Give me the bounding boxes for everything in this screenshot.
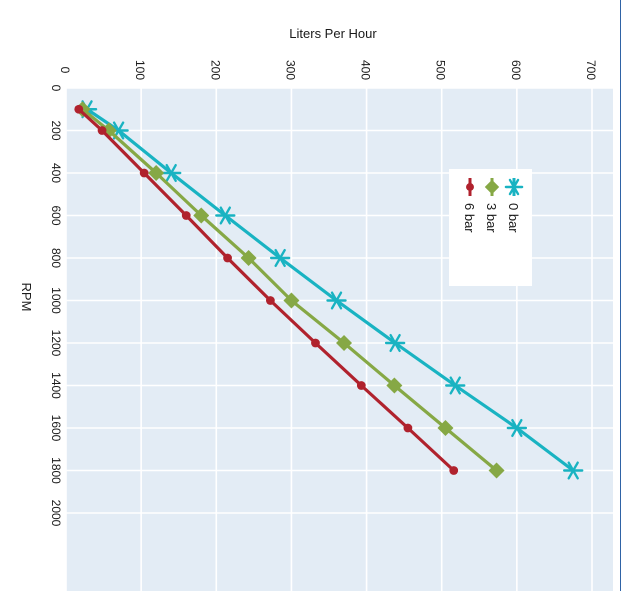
legend-entry: 0 bar <box>504 178 524 233</box>
data-point <box>139 168 149 178</box>
x-tick-label: 1800 <box>49 457 63 484</box>
y-tick-label: 100 <box>133 60 147 80</box>
legend-label: 6 bar <box>462 203 477 233</box>
y-axis-label: Liters Per Hour <box>289 26 377 41</box>
legend-marker <box>504 178 524 196</box>
x-tick-label: 1200 <box>49 330 63 357</box>
data-point <box>386 377 403 394</box>
data-point <box>563 461 584 480</box>
x-tick-label: 0 <box>49 85 63 92</box>
data-point <box>356 381 366 390</box>
series-group <box>74 100 584 480</box>
data-point <box>74 104 84 114</box>
x-tick-label: 1000 <box>49 287 63 314</box>
data-point <box>449 466 459 475</box>
data-point <box>181 211 191 220</box>
series-line <box>77 108 455 472</box>
y-tick-label: 300 <box>283 60 297 80</box>
data-point <box>97 126 107 135</box>
data-point <box>506 418 528 438</box>
data-point <box>326 291 347 310</box>
x-tick-label: 2000 <box>49 500 63 527</box>
data-point <box>384 333 406 353</box>
data-point <box>311 338 320 348</box>
data-point <box>148 165 165 181</box>
series-line <box>86 107 575 472</box>
legend-marker <box>466 183 474 191</box>
data-point <box>240 250 257 266</box>
y-tick-label: 700 <box>584 60 598 80</box>
data-point <box>193 207 210 224</box>
data-point <box>215 206 236 225</box>
series-6-bar <box>74 104 459 475</box>
data-point <box>160 163 182 183</box>
y-tick-label: 400 <box>359 60 373 80</box>
x-tick-label: 200 <box>49 120 63 140</box>
series-0-bar <box>76 100 584 480</box>
x-tick-label: 800 <box>49 248 63 268</box>
legend-entry: 3 bar <box>484 178 500 233</box>
x-tick-label: 1400 <box>49 372 63 399</box>
data-point <box>283 292 300 309</box>
tick-labels: 0 100 200 300 400 500 600 700 0 200 400 600 800 1000 1… <box>49 60 598 527</box>
y-tick-label: 500 <box>434 60 448 80</box>
data-point <box>488 462 505 479</box>
y-tick-label: 200 <box>208 60 222 80</box>
data-point <box>269 248 291 268</box>
x-tick-label: 1600 <box>49 415 63 442</box>
data-point <box>265 296 275 305</box>
legend-entry: 6 bar <box>462 178 477 233</box>
data-point <box>437 420 454 436</box>
x-tick-label: 400 <box>49 163 63 183</box>
legend-label: 3 bar <box>484 203 499 233</box>
data-point <box>223 253 232 263</box>
series-line <box>81 108 498 472</box>
legend-marker <box>484 179 500 195</box>
legend: 0 bar 3 bar 6 bar <box>449 169 532 286</box>
y-tick-label: 0 <box>58 67 72 74</box>
data-point <box>403 423 413 433</box>
data-point <box>445 376 466 395</box>
legend-label: 0 bar <box>506 203 521 233</box>
y-tick-label: 600 <box>509 60 523 80</box>
x-tick-label: 600 <box>49 205 63 225</box>
x-axis-label: RPM <box>19 283 34 312</box>
data-point <box>336 335 353 351</box>
